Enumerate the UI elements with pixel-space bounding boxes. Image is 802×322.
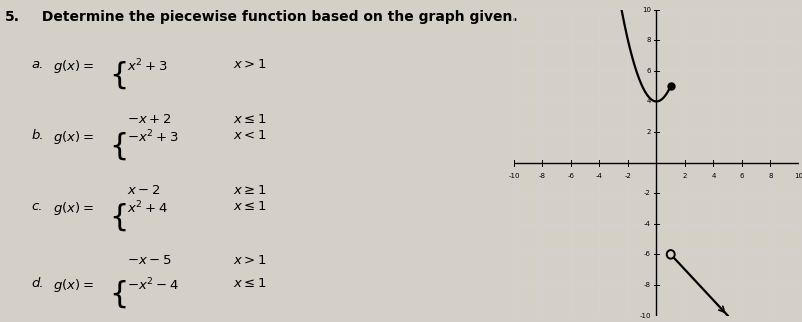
Text: -6: -6 — [567, 173, 573, 179]
Text: $-x^2 + 3$: $-x^2 + 3$ — [127, 129, 178, 146]
Text: -4: -4 — [595, 173, 602, 179]
Text: $x - 2$: $x - 2$ — [127, 184, 160, 196]
Text: $-x^2 - 4$: $-x^2 - 4$ — [127, 277, 179, 294]
Text: 5.: 5. — [6, 10, 20, 24]
Text: $x \leq 1$: $x \leq 1$ — [233, 200, 266, 213]
Text: 8: 8 — [768, 173, 772, 179]
Text: b.: b. — [32, 129, 44, 142]
Text: 4: 4 — [711, 173, 715, 179]
Text: 2: 2 — [646, 129, 650, 135]
Text: -8: -8 — [643, 282, 650, 288]
Text: $\{$: $\{$ — [108, 130, 126, 162]
Text: -2: -2 — [643, 190, 650, 196]
Text: $x^2 + 4$: $x^2 + 4$ — [127, 200, 168, 216]
Text: $g(x) =$: $g(x) =$ — [53, 200, 94, 217]
Text: $g(x) =$: $g(x) =$ — [53, 58, 94, 75]
Text: $x \geq 1$: $x \geq 1$ — [233, 184, 266, 196]
Text: -4: -4 — [643, 221, 650, 227]
Text: 6: 6 — [646, 68, 650, 74]
Text: $-x - 5$: $-x - 5$ — [127, 254, 172, 267]
Text: $x^2 + 3$: $x^2 + 3$ — [127, 58, 168, 75]
Text: $x < 1$: $x < 1$ — [233, 129, 266, 142]
Text: c.: c. — [32, 200, 43, 213]
Text: $g(x) =$: $g(x) =$ — [53, 129, 94, 146]
Text: a.: a. — [32, 58, 44, 71]
Text: $x > 1$: $x > 1$ — [233, 254, 266, 267]
Text: 4: 4 — [646, 99, 650, 104]
Text: 10: 10 — [641, 7, 650, 13]
Text: 10: 10 — [793, 173, 802, 179]
Text: -10: -10 — [638, 313, 650, 318]
Text: -2: -2 — [624, 173, 630, 179]
Text: $\{$: $\{$ — [108, 201, 126, 233]
Text: 2: 2 — [682, 173, 687, 179]
Text: d.: d. — [32, 277, 44, 290]
Text: $-x + 2$: $-x + 2$ — [127, 113, 172, 126]
Text: -10: -10 — [508, 173, 519, 179]
Text: Determine the piecewise function based on the graph given.: Determine the piecewise function based o… — [37, 10, 517, 24]
Text: $\{$: $\{$ — [108, 60, 126, 91]
Text: -6: -6 — [643, 251, 650, 257]
Text: -8: -8 — [538, 173, 545, 179]
Circle shape — [666, 250, 674, 259]
Text: $x \leq 1$: $x \leq 1$ — [233, 113, 266, 126]
Text: $g(x) =$: $g(x) =$ — [53, 277, 94, 294]
Text: $x > 1$: $x > 1$ — [233, 58, 266, 71]
Text: $x \leq 1$: $x \leq 1$ — [233, 277, 266, 290]
Text: $\{$: $\{$ — [108, 279, 126, 310]
Text: 6: 6 — [739, 173, 743, 179]
Text: 8: 8 — [646, 37, 650, 43]
